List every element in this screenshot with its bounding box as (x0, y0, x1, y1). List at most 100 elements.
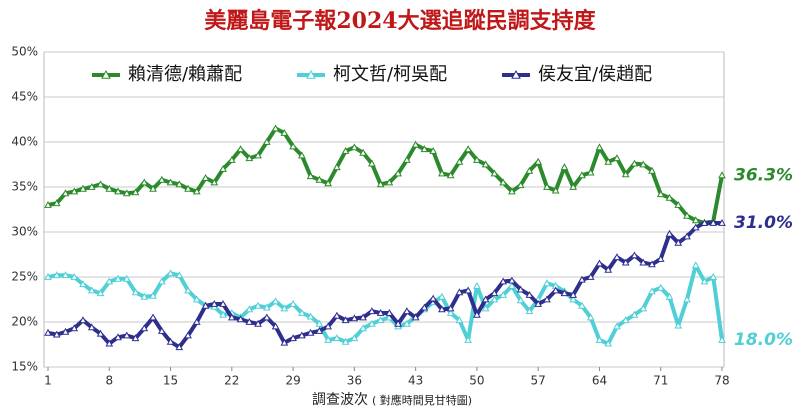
point-marker (376, 316, 385, 324)
point-marker (595, 259, 604, 267)
point-marker (289, 334, 297, 342)
point-marker (70, 324, 79, 332)
point-marker (359, 324, 367, 332)
point-marker (613, 154, 621, 162)
point-marker (455, 316, 464, 324)
point-marker (333, 163, 341, 171)
point-marker (192, 295, 201, 303)
point-marker (665, 229, 674, 237)
point-marker (560, 163, 569, 171)
point-marker (481, 295, 490, 303)
point-marker (604, 157, 613, 165)
point-marker (551, 286, 560, 294)
point-marker (341, 316, 350, 324)
point-marker (140, 324, 149, 332)
point-marker (61, 271, 70, 279)
point-marker (569, 295, 578, 303)
point-marker (499, 290, 508, 298)
point-marker (44, 272, 52, 280)
point-marker (157, 175, 166, 183)
point-marker (192, 317, 201, 325)
point-marker (315, 175, 324, 183)
point-marker (105, 184, 114, 192)
point-marker (385, 178, 394, 186)
point-marker (683, 232, 691, 240)
point-marker (87, 286, 96, 294)
point-marker (245, 305, 254, 313)
point-marker (149, 291, 157, 299)
point-marker (709, 272, 718, 280)
point-marker (131, 188, 140, 196)
legend-marker (306, 69, 316, 79)
point-marker (184, 331, 192, 339)
point-marker (219, 299, 227, 307)
x-tick-label: 36 (347, 374, 362, 388)
point-marker (560, 289, 569, 297)
point-marker (219, 164, 227, 172)
point-marker (455, 157, 464, 165)
point-marker (508, 276, 516, 284)
point-marker (394, 169, 402, 177)
point-marker (368, 159, 376, 167)
point-marker (52, 271, 61, 279)
series-line (47, 221, 722, 350)
point-marker (481, 304, 490, 312)
point-marker (586, 272, 595, 280)
point-marker (718, 335, 726, 343)
x-tick-label: 15 (163, 374, 178, 388)
point-marker (236, 315, 245, 323)
point-marker (569, 182, 578, 190)
point-marker (201, 173, 210, 181)
point-marker (551, 186, 560, 194)
point-marker (341, 146, 350, 154)
point-marker (718, 171, 726, 179)
x-tick-label: 22 (224, 374, 239, 388)
legend-label: 柯文哲/柯吳配 (333, 64, 447, 85)
point-marker (639, 304, 648, 312)
point-marker (613, 253, 621, 261)
point-marker (604, 265, 613, 273)
point-marker (665, 193, 674, 201)
point-marker (175, 180, 184, 188)
point-marker (245, 317, 254, 325)
point-marker (280, 304, 289, 312)
point-marker (324, 322, 332, 330)
point-marker (114, 187, 122, 195)
point-marker (525, 166, 534, 174)
point-marker (315, 319, 324, 327)
point-marker (394, 319, 402, 327)
point-marker (280, 338, 289, 346)
legend-label: 賴清德/賴蕭配 (128, 64, 242, 85)
point-marker (87, 182, 96, 190)
point-marker (227, 313, 236, 321)
point-marker (87, 323, 96, 331)
point-marker (52, 199, 61, 207)
point-marker (201, 301, 210, 309)
point-marker (333, 311, 341, 319)
y-tick-label: 25% (11, 270, 38, 284)
point-marker (297, 151, 306, 159)
legend-label: 侯友宜/侯趙配 (538, 64, 652, 85)
point-marker (499, 277, 508, 285)
point-marker (543, 279, 551, 287)
point-marker (254, 319, 262, 327)
y-tick-label: 35% (11, 180, 38, 194)
point-marker (61, 189, 70, 197)
point-marker (254, 151, 262, 159)
point-marker (262, 137, 271, 145)
y-tick-label: 50% (11, 45, 38, 59)
point-marker (96, 289, 105, 297)
end-label: 31.0% (734, 213, 793, 233)
point-marker (446, 304, 455, 312)
point-marker (79, 184, 87, 192)
point-marker (630, 159, 639, 167)
point-marker (543, 182, 551, 190)
legend-marker (511, 69, 521, 79)
x-tick-label: 29 (285, 374, 300, 388)
point-marker (420, 303, 429, 311)
point-marker (236, 145, 245, 153)
x-axis-note: ( 對應時間見甘特圖) (372, 393, 472, 407)
x-tick-label: 78 (714, 374, 729, 388)
point-marker (656, 283, 665, 291)
point-marker (481, 160, 490, 168)
